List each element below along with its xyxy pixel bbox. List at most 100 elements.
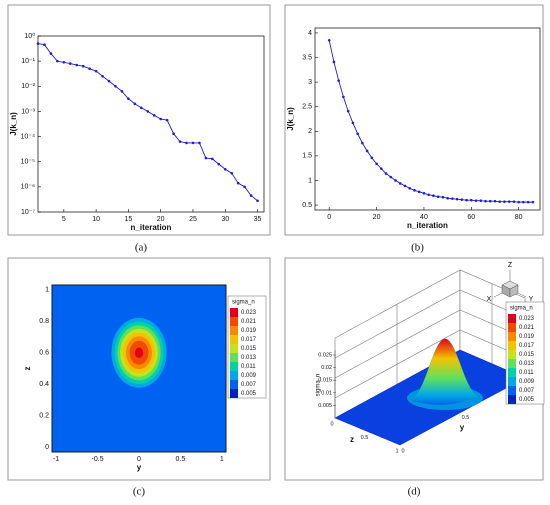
data-point <box>49 52 53 55</box>
data-point <box>517 200 520 204</box>
legend-label: 0.011 <box>519 370 534 376</box>
floor-axis-title: y <box>460 423 465 432</box>
plot-area <box>314 27 541 211</box>
legend-label: 0.009 <box>241 373 257 379</box>
legend-label: 0.019 <box>241 328 257 334</box>
data-point <box>236 181 240 185</box>
legend-swatch <box>508 314 516 323</box>
data-point <box>384 172 388 175</box>
legend-swatch <box>508 350 516 359</box>
legend-title: sigma_n <box>510 306 533 312</box>
data-point <box>127 97 130 101</box>
x-tick-label: 0 <box>137 456 141 463</box>
data-point <box>178 140 182 143</box>
data-line <box>37 43 258 202</box>
data-point <box>204 156 208 160</box>
legend-swatch <box>508 377 516 386</box>
peak <box>137 350 141 355</box>
legend-label: 0.019 <box>519 334 535 340</box>
data-point <box>185 141 188 145</box>
floor-axis-title: z <box>350 435 354 444</box>
legend-swatch <box>230 380 238 389</box>
x-tick-label: 40 <box>420 214 428 221</box>
legend-swatch <box>230 353 238 362</box>
y-tick-label: 10⁻¹ <box>21 58 35 65</box>
floor-tick-label: 0 <box>330 421 333 427</box>
data-point <box>413 189 416 192</box>
x-tick-label: 1 <box>220 456 224 463</box>
y-tick-label: 1.5 <box>302 153 312 160</box>
y-tick-label: 2 <box>308 128 312 135</box>
y-tick-label: 0.8 <box>39 318 49 325</box>
legend-swatch <box>230 308 238 317</box>
caption: (d) <box>408 486 421 498</box>
y-tick-label: 0 <box>45 444 49 451</box>
data-point <box>432 194 435 198</box>
y-tick-label: 0.4 <box>39 381 49 388</box>
y-tick-label: 10⁻⁴ <box>21 133 36 140</box>
data-point <box>460 198 464 201</box>
data-point <box>230 171 234 175</box>
floor-tick-label: 0 <box>401 448 404 454</box>
legend-label: 0.017 <box>241 337 257 343</box>
legend-swatch <box>230 371 238 380</box>
data-point <box>75 63 79 67</box>
y-tick-label: 1 <box>45 287 49 294</box>
y-tick-label: 1 <box>308 177 312 184</box>
data-point <box>398 182 402 185</box>
legend-label: 0.015 <box>241 346 257 352</box>
data-point <box>56 59 59 63</box>
data-point <box>249 194 253 197</box>
z-tick-label: 0.005 <box>318 403 332 409</box>
legend-swatch <box>230 335 238 344</box>
legend-swatch <box>508 368 516 377</box>
x-tick-label: 20 <box>373 214 381 221</box>
y-tick-label: 0.5 <box>302 202 312 209</box>
orientation-label: X <box>487 296 492 303</box>
legend-label: 0.021 <box>519 325 535 331</box>
legend-swatch <box>508 341 516 350</box>
data-point <box>43 43 46 47</box>
y-tick-label: 0.2 <box>39 413 49 420</box>
x-axis-title: y <box>137 463 142 472</box>
data-point <box>531 200 535 204</box>
data-point <box>114 84 117 88</box>
legend-label: 0.017 <box>519 343 535 349</box>
data-point <box>152 114 156 117</box>
z-tick-label: 0.01 <box>321 390 332 396</box>
legend-label: 0.023 <box>519 316 535 322</box>
data-point <box>403 184 407 188</box>
y-tick-label: 4 <box>308 30 312 37</box>
data-point <box>474 199 478 202</box>
data-point <box>522 200 525 204</box>
data-point <box>470 198 473 202</box>
legend-label: 0.021 <box>241 319 257 325</box>
z-axis-title: sigma_n <box>316 374 322 397</box>
legend-label: 0.013 <box>241 355 257 361</box>
data-point <box>436 195 440 199</box>
x-axis-title: n_iteration <box>407 221 448 230</box>
data-point <box>120 90 124 93</box>
data-point <box>211 157 214 161</box>
legend-swatch <box>230 344 238 353</box>
data-point <box>198 141 201 145</box>
x-tick-label: 60 <box>467 214 475 221</box>
data-point <box>88 67 91 71</box>
data-point <box>256 199 259 203</box>
data-point <box>370 156 374 160</box>
orientation-label: Y <box>529 296 534 303</box>
orientation-label: Z <box>508 262 513 269</box>
data-point <box>165 118 169 122</box>
y-tick-label: 10⁻³ <box>21 108 35 115</box>
x-tick-label: 5 <box>62 216 66 223</box>
x-tick-label: 0 <box>327 214 331 221</box>
y-axis-title: J(k_n) <box>286 107 295 131</box>
data-point <box>101 74 104 78</box>
data-point <box>243 185 246 189</box>
data-point <box>446 196 449 200</box>
data-point <box>380 167 383 170</box>
data-point <box>36 42 40 45</box>
x-tick-label: 0.5 <box>176 456 186 463</box>
x-tick-label: -1 <box>53 456 59 463</box>
legend-swatch <box>508 359 516 368</box>
